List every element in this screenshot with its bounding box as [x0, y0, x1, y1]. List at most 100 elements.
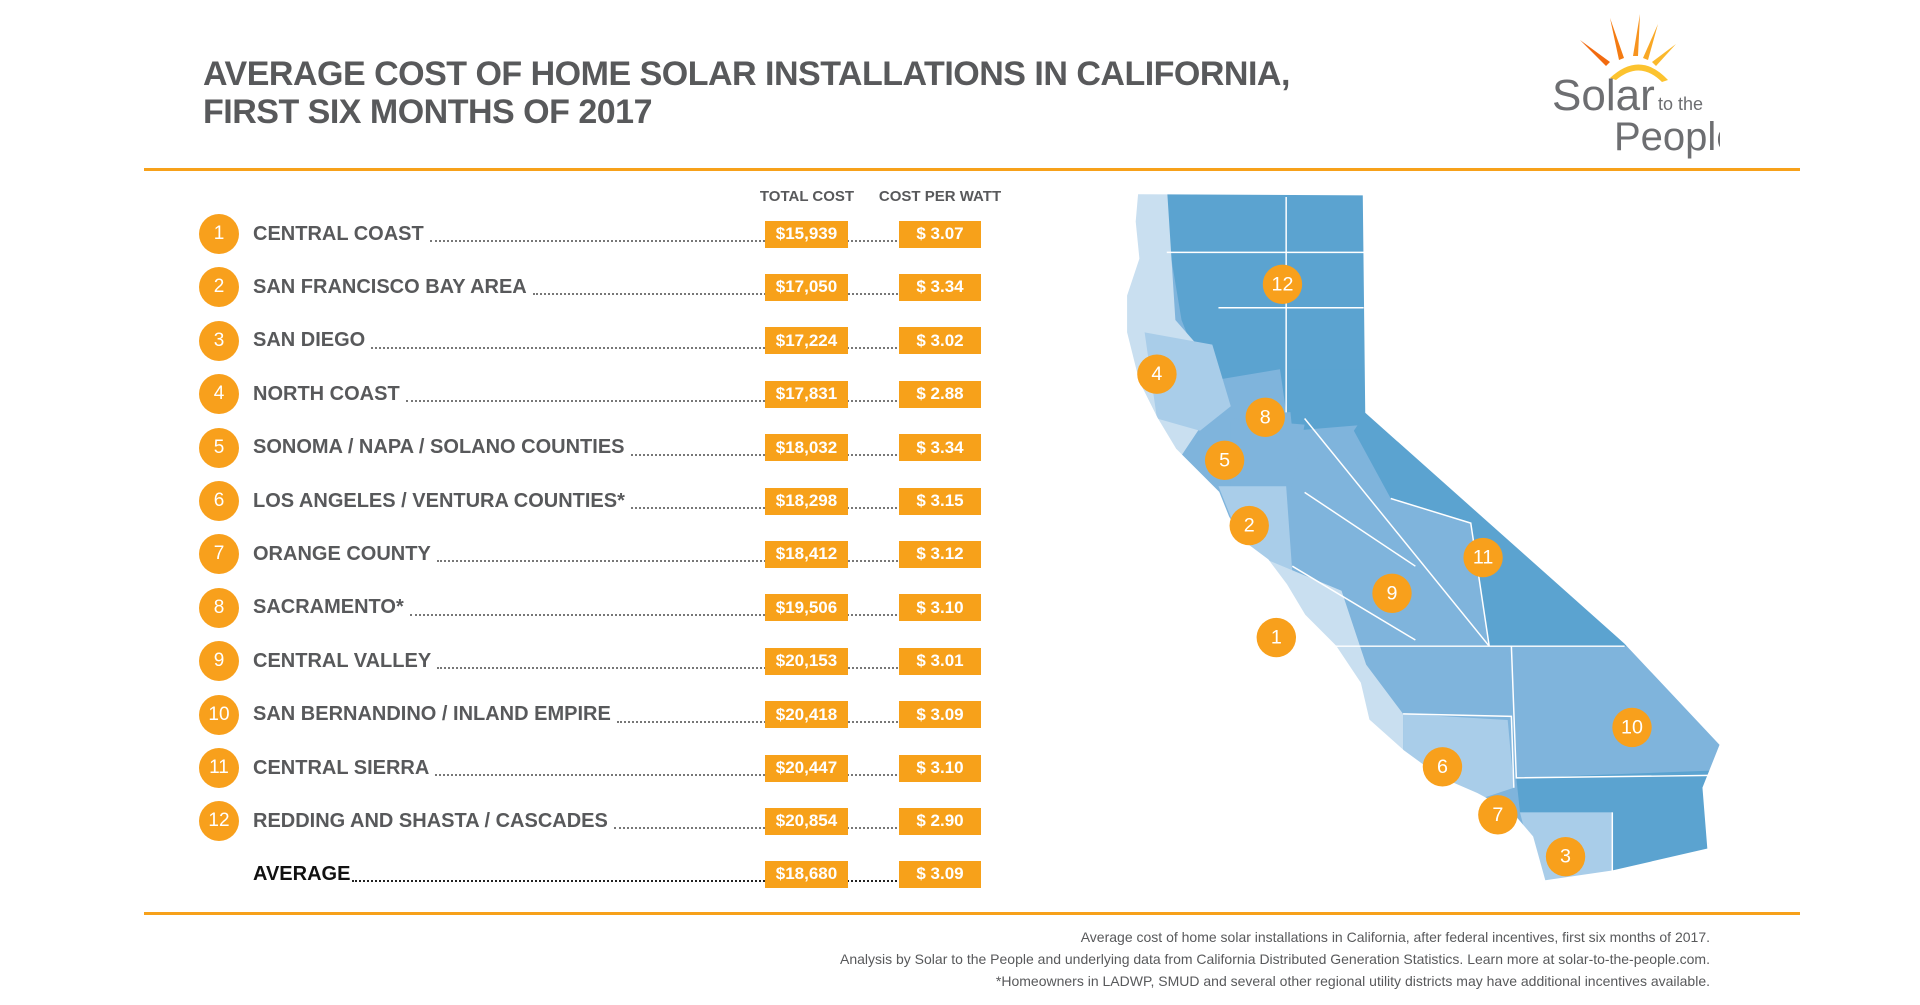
cost-per-watt-value: $ 3.34 [899, 273, 981, 301]
map-marker-10: 10 [1612, 707, 1652, 748]
rank-badge: 3 [199, 320, 239, 361]
marker-label: 5 [1219, 449, 1230, 471]
map-marker-6: 6 [1422, 747, 1463, 787]
region-label: SONOMA / NAPA / SOLANO COUNTIES [253, 436, 625, 459]
header-total-cost: TOTAL COST [759, 188, 855, 205]
dot-leader [437, 667, 981, 670]
region-label: ORANGE COUNTY [253, 542, 431, 565]
title-line-1: AVERAGE COST OF HOME SOLAR INSTALLATIONS… [203, 55, 1290, 93]
marker-label: 3 [1560, 846, 1571, 868]
table-row: 3 SAN DIEGO $17,224 $ 3.02 [199, 320, 989, 361]
county-borders [1166, 196, 1711, 872]
footer-note-2: Analysis by Solar to the People and unde… [839, 951, 1710, 967]
table-row: 12 REDDING AND SHASTA / CASCADES $20,854 $ … [199, 801, 989, 842]
total-cost-value: $17,224 [765, 327, 848, 355]
marker-label: 2 [1244, 515, 1255, 537]
table-row: 11 CENTRAL SIERRA $20,447 $ 3.10 [199, 748, 989, 788]
marker-circle [1245, 397, 1285, 437]
logo-word-to-the: to the [1658, 94, 1703, 114]
dot-leader [405, 400, 981, 403]
cost-per-watt-value: $ 3.34 [899, 434, 981, 462]
total-cost-value: $20,153 [765, 647, 848, 675]
map-region-8-east [1286, 369, 1367, 431]
map-marker-12: 12 [1262, 264, 1303, 305]
map-region-11 [1353, 412, 1721, 751]
rank-badge: 6 [199, 481, 239, 521]
dot-leader [429, 240, 981, 242]
region-label: LOS ANGELES / VENTURA COUNTIES* [253, 489, 625, 512]
marker-circle [1612, 707, 1652, 748]
page-title: AVERAGE COST OF HOME SOLAR INSTALLATIONS… [203, 55, 1290, 131]
region-label: SAN BERNANDINO / INLAND EMPIRE [253, 703, 611, 726]
logo-word-people: People [1614, 115, 1720, 159]
table-row: 4 NORTH COAST $17,831 $ 2.88 [199, 374, 989, 415]
map-marker-11: 11 [1463, 537, 1503, 578]
title-line-2: FIRST SIX MONTHS OF 2017 [203, 93, 652, 131]
cost-per-watt-value: $ 3.09 [899, 701, 981, 729]
footer-note-3: *Homeowners in LADWP, SMUD and several o… [995, 973, 1710, 989]
cost-per-watt-value: $ 3.10 [899, 754, 981, 782]
bottom-divider [144, 912, 1800, 915]
map-marker-3: 3 [1545, 836, 1586, 877]
table-row: 7 ORANGE COUNTY $18,412 $ 3.12 [199, 534, 989, 575]
rank-badge: 1 [199, 214, 239, 254]
marker-label: 6 [1437, 756, 1448, 778]
header-cost-per-watt: COST PER WATT [878, 188, 1002, 205]
marker-circle [1478, 795, 1518, 835]
cost-per-watt-value: $ 3.12 [899, 540, 981, 568]
region-label: CENTRAL SIERRA [253, 756, 430, 779]
total-cost-value: $20,447 [765, 754, 848, 782]
cost-per-watt-value: $ 2.90 [899, 807, 981, 835]
solar-to-the-people-logo: Solar to the People [1552, 14, 1720, 159]
total-cost-value: $19,506 [765, 594, 848, 622]
table-row: 10 SAN BERNANDINO / INLAND EMPIRE $20,418 $… [199, 694, 989, 735]
region-label: REDDING AND SHASTA / CASCADES [253, 809, 608, 832]
average-cost-per-watt: $ 3.09 [899, 860, 981, 888]
cost-per-watt-value: $ 3.15 [899, 487, 981, 515]
sun-rays-icon [1580, 14, 1676, 82]
marker-circle [1463, 537, 1503, 578]
map-marker-2: 2 [1229, 505, 1269, 546]
region-label: CENTRAL COAST [253, 222, 424, 245]
marker-circle [1262, 264, 1303, 305]
marker-label: 1 [1271, 627, 1282, 649]
marker-label: 7 [1492, 804, 1503, 826]
footer-note-1: Average cost of home solar installations… [1080, 929, 1710, 945]
region-label: SACRAMENTO* [253, 596, 404, 619]
marker-label: 8 [1260, 406, 1271, 428]
marker-circle [1422, 747, 1463, 787]
rank-badge: 9 [199, 641, 239, 682]
map-marker-4: 4 [1137, 354, 1177, 394]
marker-label: 4 [1151, 363, 1162, 385]
cost-per-watt-value: $ 3.07 [899, 220, 981, 248]
total-cost-value: $15,939 [765, 220, 848, 248]
dot-leader [371, 346, 981, 349]
total-cost-value: $17,050 [765, 273, 848, 301]
dot-leader [532, 293, 981, 296]
table-row: 8 SACRAMENTO* $19,506 $ 3.10 [199, 587, 989, 628]
table-row: 9 CENTRAL VALLEY $20,153 $ 3.01 [199, 641, 989, 682]
marker-label: 11 [1473, 547, 1493, 569]
region-label: SAN DIEGO [253, 329, 366, 352]
dot-leader [435, 774, 981, 776]
marker-circle [1229, 505, 1269, 546]
total-cost-value: $18,412 [765, 540, 848, 568]
total-cost-value: $20,418 [765, 701, 848, 729]
map-marker-1: 1 [1256, 617, 1296, 658]
cost-per-watt-value: $ 3.02 [899, 327, 981, 355]
marker-circle [1372, 573, 1412, 613]
rank-badge: 11 [199, 748, 239, 788]
average-label: AVERAGE [253, 862, 351, 885]
marker-circle [1204, 440, 1245, 481]
cost-per-watt-value: $ 3.01 [899, 647, 981, 675]
table-row: 5 SONOMA / NAPA / SOLANO COUNTIES $18,032 $… [199, 427, 989, 468]
average-row: AVERAGE $18,680 $ 3.09 [199, 854, 989, 894]
map-marker-9: 9 [1372, 573, 1412, 613]
logo-word-solar: Solar [1552, 71, 1655, 120]
marker-circle [1545, 836, 1586, 877]
dot-leader [436, 560, 981, 563]
marker-circle [1137, 354, 1177, 394]
table-row: 6 LOS ANGELES / VENTURA COUNTIES* $18,298 $… [199, 481, 989, 521]
marker-label: 12 [1272, 273, 1294, 295]
marker-label: 10 [1621, 716, 1643, 738]
